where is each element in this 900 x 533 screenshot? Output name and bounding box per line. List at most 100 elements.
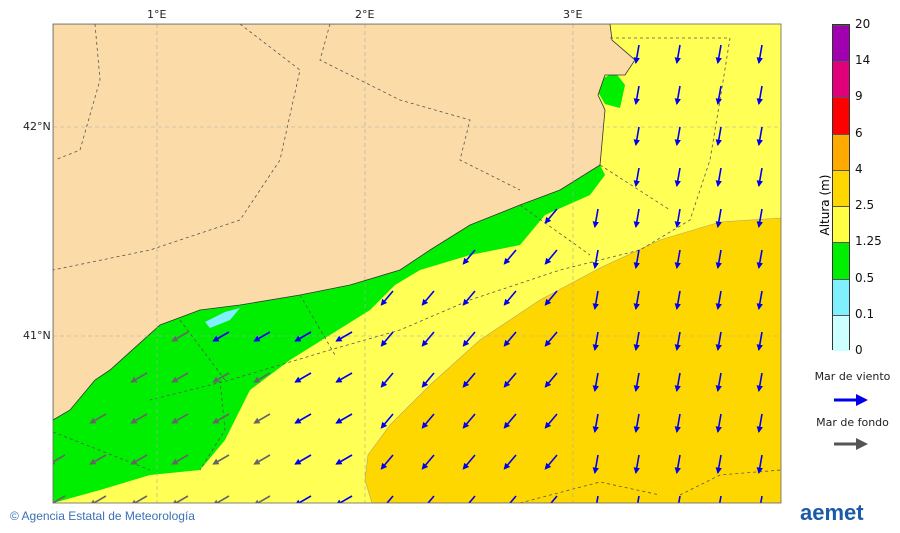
wind-sea-arrow xyxy=(633,126,640,146)
swell-arrow xyxy=(171,495,189,503)
swell-arrow xyxy=(212,454,230,465)
wind-sea-arrow xyxy=(503,454,517,470)
colorbar-level-label: 2.5 xyxy=(855,198,875,213)
wind-sea-arrow xyxy=(380,372,394,388)
copyright-text: © Agencia Estatal de Meteorología xyxy=(10,509,195,523)
wind-sea-arrow xyxy=(294,454,312,465)
aemet-logo: aemet xyxy=(800,500,864,526)
wind-sea-arrow xyxy=(715,167,722,187)
wind-sea-arrow xyxy=(674,413,681,433)
wind-sea-arrow xyxy=(592,249,599,269)
wind-sea-arrow xyxy=(633,167,640,187)
wind-sea-arrow xyxy=(633,454,640,474)
colorbar-level-label: 14 xyxy=(855,53,871,68)
wind-sea-arrow xyxy=(380,331,394,347)
wind-sea-arrow xyxy=(595,495,599,503)
wind-sea-arrow xyxy=(380,413,394,429)
wind-sea-arrow xyxy=(756,249,763,269)
wind-sea-arrow xyxy=(756,126,763,146)
wind-sea-arrow xyxy=(503,290,517,306)
wind-sea-arrow xyxy=(592,290,599,310)
wind-sea-arrow xyxy=(674,126,681,146)
swell-arrow xyxy=(253,372,271,383)
wind-sea-arrow xyxy=(674,249,681,269)
wind-sea-arrow xyxy=(633,44,640,64)
swell-arrow xyxy=(212,413,230,424)
wind-sea-arrow xyxy=(592,331,599,351)
wind-sea-arrow xyxy=(592,208,599,228)
wind-sea-arrow xyxy=(756,290,763,310)
wind-sea-arrow xyxy=(294,413,312,424)
wind-sea-arrow xyxy=(633,331,640,351)
wind-sea-arrow xyxy=(421,454,435,470)
swell-arrow xyxy=(253,454,271,465)
colorbar-segment xyxy=(833,206,849,243)
lat-label: 41°N xyxy=(23,329,51,342)
wind-sea-arrow xyxy=(715,126,722,146)
wind-sea-arrow xyxy=(715,331,722,351)
colorbar-level-label: 6 xyxy=(855,125,863,140)
swell-arrow-icon xyxy=(834,438,868,450)
wind-sea-arrow xyxy=(503,372,517,388)
wind-sea-arrow xyxy=(294,372,312,383)
wind-sea-arrow xyxy=(380,290,394,306)
wind-sea-arrow xyxy=(677,495,681,503)
wind-sea-arrow xyxy=(294,331,312,342)
swell-arrow xyxy=(130,454,148,465)
wind-sea-arrow xyxy=(421,413,435,429)
wind-sea-arrow xyxy=(462,331,476,347)
wind-sea-arrow xyxy=(715,454,722,474)
wind-sea-arrow xyxy=(421,331,435,347)
wind-sea-arrow xyxy=(253,331,271,342)
logo-text: aemet xyxy=(800,500,864,525)
wind-sea-arrow xyxy=(674,454,681,474)
wind-sea-arrow xyxy=(674,208,681,228)
colorbar-segment xyxy=(833,314,849,351)
wind-sea-arrow xyxy=(421,372,435,388)
wind-sea-arrow xyxy=(674,85,681,105)
wind-sea-arrow xyxy=(633,372,640,392)
swell-arrow xyxy=(130,413,148,424)
colorbar-level-label: 0.5 xyxy=(855,270,875,285)
wind-sea-arrow xyxy=(633,249,640,269)
wind-sea-arrow xyxy=(718,495,722,503)
wind-sea-arrow xyxy=(674,290,681,310)
wind-sea-arrow-icon xyxy=(834,394,868,406)
swell-arrow xyxy=(53,495,66,503)
wind-sea-arrow xyxy=(674,372,681,392)
swell-arrow xyxy=(212,495,230,503)
colorbar-segment xyxy=(833,278,849,315)
swell-arrow xyxy=(171,331,189,342)
wind-sea-arrow xyxy=(633,413,640,433)
colorbar-title: Altura (m) xyxy=(818,174,832,236)
wave-direction-arrows xyxy=(53,44,763,503)
wind-sea-arrow xyxy=(421,290,435,306)
wind-sea-arrow xyxy=(715,208,722,228)
map-frame xyxy=(52,23,782,504)
wind-sea-arrow xyxy=(759,495,763,503)
wind-sea-arrow xyxy=(544,249,558,265)
colorbar-segment xyxy=(833,61,849,98)
wind-sea-arrow xyxy=(544,372,558,388)
wind-sea-arrow xyxy=(335,413,353,424)
sea-cyan xyxy=(205,308,240,328)
lon-label: 1°E xyxy=(147,8,167,21)
swell-arrow xyxy=(130,495,148,503)
lat-label: 42°N xyxy=(23,120,51,133)
colorbar-segment xyxy=(833,242,849,279)
colorbar-segment xyxy=(833,169,849,207)
sea-green xyxy=(53,165,605,503)
wind-sea-arrow xyxy=(294,495,312,503)
wind-sea-arrow xyxy=(756,85,763,105)
wind-sea-arrow xyxy=(756,413,763,433)
wind-sea-arrow xyxy=(756,208,763,228)
wind-sea-arrow xyxy=(715,249,722,269)
swell-arrow xyxy=(171,372,189,383)
wind-sea-arrow xyxy=(503,331,517,347)
colorbar-segment xyxy=(833,97,849,134)
colorbar-segment xyxy=(833,133,849,170)
swell-arrow xyxy=(89,413,107,424)
wind-sea-arrow xyxy=(544,290,558,306)
wind-sea-arrow xyxy=(756,331,763,351)
